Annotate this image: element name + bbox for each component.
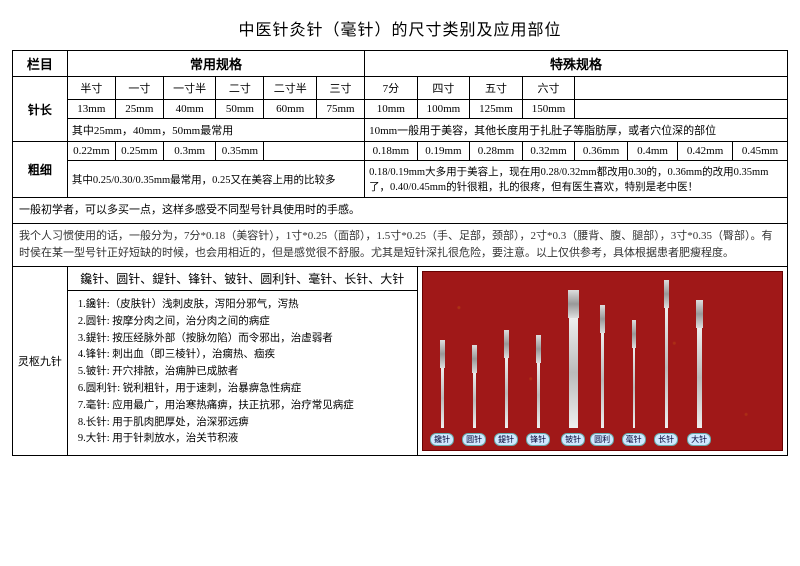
len-common-note: 其中25mm，40mm，50mm最常用	[67, 119, 364, 142]
col-lanmu: 栏目	[13, 51, 68, 77]
len-cm-5: 75mm	[316, 100, 364, 119]
dia-s-3: 0.32mm	[522, 142, 575, 161]
needle-tag: 长针	[654, 433, 678, 446]
dia-c-1: 0.25mm	[115, 142, 163, 161]
beginner-note: 一般初学者，可以多买一点，这样多感受不同型号针具使用时的手感。	[13, 198, 788, 224]
nine-needles-image-cell: 鑱针圆针鍉针锋针铍针圆利毫针长针大针	[417, 266, 787, 455]
dia-s-2: 0.28mm	[470, 142, 523, 161]
row-diameter-label: 粗细	[13, 142, 68, 198]
len-su-3: 六寸	[522, 77, 575, 100]
dia-common-note: 其中0.25/0.30/0.35mm最常用，0.25又在美容上用的比较多	[67, 161, 364, 198]
dia-s-0: 0.18mm	[365, 142, 418, 161]
len-cu-3: 二寸	[216, 77, 264, 100]
needle-tag: 鑱针	[430, 433, 454, 446]
col-special: 特殊规格	[365, 51, 788, 77]
len-cu-4: 二寸半	[264, 77, 317, 100]
len-cm-3: 50mm	[216, 100, 264, 119]
dia-c-0: 0.22mm	[67, 142, 115, 161]
len-sm-1: 100mm	[417, 100, 470, 119]
nine-list: 1.鑱针:（皮肤针）浅刺皮肤，泻阳分邪气，泻热2.圆针: 按摩分肉之间，治分肉之…	[67, 290, 417, 455]
nine-list-item: 9.大针: 用于针刺放水，治关节积液	[78, 431, 407, 448]
dia-c-3: 0.35mm	[216, 142, 264, 161]
dia-s-1: 0.19mm	[417, 142, 470, 161]
dia-c-2: 0.3mm	[163, 142, 216, 161]
nine-list-item: 6.圆利针: 锐利粗针，用于速刺，治暴痹急性病症	[78, 381, 407, 398]
col-common: 常用规格	[67, 51, 364, 77]
len-cm-1: 25mm	[115, 100, 163, 119]
nine-needles-image: 鑱针圆针鍉针锋针铍针圆利毫针长针大针	[422, 271, 783, 451]
nine-list-item: 4.锋针: 刺出血（即三棱针），治瘸热、痼疾	[78, 347, 407, 364]
len-su-0: 7分	[365, 77, 418, 100]
needle-tag: 大针	[687, 433, 711, 446]
nine-list-item: 2.圆针: 按摩分肉之间，治分肉之间的病症	[78, 314, 407, 331]
nine-list-item: 8.长针: 用于肌肉肥厚处，治深邪远痹	[78, 415, 407, 432]
nine-list-item: 1.鑱针:（皮肤针）浅刺皮肤，泻阳分邪气，泻热	[78, 297, 407, 314]
nine-side-label: 灵枢九针	[13, 266, 68, 455]
row-length-label: 针长	[13, 77, 68, 142]
needle-tag: 铍针	[561, 433, 585, 446]
main-table: 栏目 常用规格 特殊规格 针长 半寸 一寸 一寸半 二寸 二寸半 三寸 7分 四…	[12, 50, 788, 456]
needle-tag: 圆针	[462, 433, 486, 446]
needle-tag: 鍉针	[494, 433, 518, 446]
dia-s-5: 0.4mm	[627, 142, 677, 161]
dia-s-7: 0.45mm	[733, 142, 788, 161]
nine-list-item: 5.铍针: 开穴排脓，治痈肿已成脓者	[78, 364, 407, 381]
len-su-1: 四寸	[417, 77, 470, 100]
len-cu-0: 半寸	[67, 77, 115, 100]
nine-header: 鑱针、圆针、鍉针、锋针、铍针、圆利针、毫针、长针、大针	[67, 266, 417, 290]
len-cu-1: 一寸	[115, 77, 163, 100]
needle-tag: 锋针	[526, 433, 550, 446]
len-cm-4: 60mm	[264, 100, 317, 119]
nine-list-item: 7.毫针: 应用最广，用治寒热痛痹，扶正抗邪，治疗常见病症	[78, 398, 407, 415]
personal-note: 我个人习惯使用的话，一般分为，7分*0.18（美容针），1寸*0.25（面部），…	[13, 223, 788, 266]
needle-tag: 毫针	[622, 433, 646, 446]
len-sm-0: 10mm	[365, 100, 418, 119]
dia-s-4: 0.36mm	[575, 142, 628, 161]
needle-tag: 圆利	[590, 433, 614, 446]
len-sm-2: 125mm	[470, 100, 523, 119]
len-sm-3: 150mm	[522, 100, 575, 119]
len-cu-2: 一寸半	[163, 77, 216, 100]
dia-s-6: 0.42mm	[678, 142, 733, 161]
len-cu-5: 三寸	[316, 77, 364, 100]
len-su-2: 五寸	[470, 77, 523, 100]
page-title: 中医针灸针（毫针）的尺寸类别及应用部位	[12, 16, 788, 40]
len-cm-0: 13mm	[67, 100, 115, 119]
dia-special-note: 0.18/0.19mm大多用于美容上，现在用0.28/0.32mm都改用0.30…	[365, 161, 788, 198]
nine-list-item: 3.鍉针: 按压经脉外部（按脉勿陷）而令邪出，治虚弱者	[78, 331, 407, 348]
len-special-note: 10mm一般用于美容，其他长度用于扎肚子等脂肪厚，或者穴位深的部位	[365, 119, 788, 142]
len-cm-2: 40mm	[163, 100, 216, 119]
